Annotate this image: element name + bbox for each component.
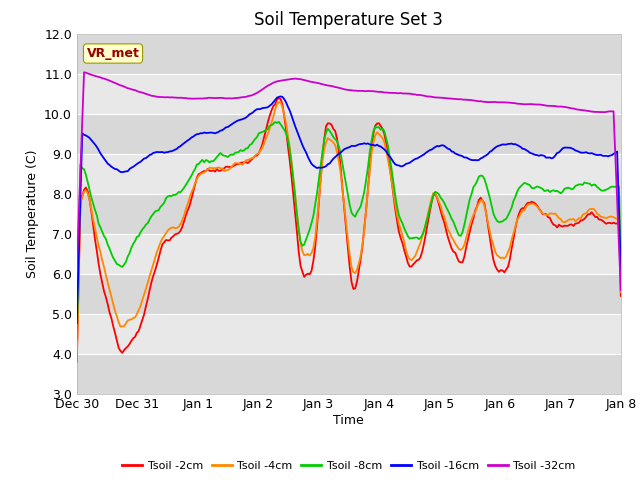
Y-axis label: Soil Temperature (C): Soil Temperature (C) [26,149,38,278]
Bar [77,73,621,114]
Bar [77,114,621,154]
Bar [77,274,621,313]
X-axis label: Time: Time [333,414,364,427]
Bar [77,154,621,193]
Title: Soil Temperature Set 3: Soil Temperature Set 3 [254,11,444,29]
Bar [77,193,621,234]
Bar [77,34,621,73]
Legend: Tsoil -2cm, Tsoil -4cm, Tsoil -8cm, Tsoil -16cm, Tsoil -32cm: Tsoil -2cm, Tsoil -4cm, Tsoil -8cm, Tsoi… [118,457,580,476]
Text: VR_met: VR_met [86,47,140,60]
Bar [77,354,621,394]
Bar [77,234,621,274]
Bar [77,313,621,354]
